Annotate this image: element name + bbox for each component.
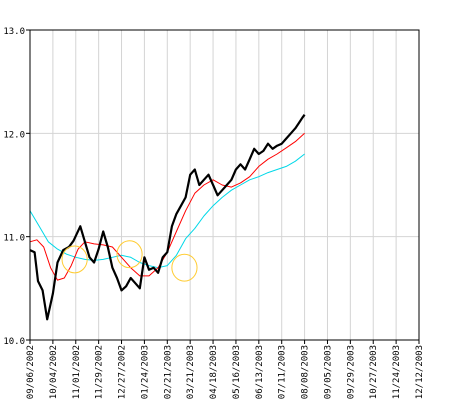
x-tick-label: 02/21/2003 <box>163 345 173 399</box>
x-tick-label: 12/27/2002 <box>118 345 128 399</box>
x-tick-label: 07/11/2003 <box>278 345 288 399</box>
x-axis: 09/06/2002 10/04/2002 11/01/2002 11/29/2002… <box>26 340 425 399</box>
series-line-2 <box>29 132 305 281</box>
series-line-3 <box>29 153 305 269</box>
y-axis: 10.0 11.0 12.0 13.0 <box>3 27 30 347</box>
x-tick-label: 12/12/2003 <box>415 345 425 399</box>
chart-grid <box>29 30 420 340</box>
x-tick-label: 11/29/2002 <box>95 345 105 399</box>
x-tick-label: 10/04/2002 <box>49 345 59 399</box>
x-tick-label: 01/24/2003 <box>140 345 150 399</box>
x-tick-label: 11/01/2002 <box>72 345 82 399</box>
x-tick-label: 05/16/2003 <box>232 345 242 399</box>
x-tick-label: 08/08/2003 <box>301 345 311 399</box>
x-tick-label: 06/13/2003 <box>255 345 265 399</box>
highlight-ellipse <box>116 240 143 269</box>
x-tick-label: 03/21/2003 <box>186 345 196 399</box>
y-tick-label: 12.0 <box>3 130 25 140</box>
x-tick-label: 04/18/2003 <box>209 345 219 399</box>
x-tick-label: 09/06/2002 <box>26 345 36 399</box>
chart-series <box>29 114 306 321</box>
series-line-1 <box>29 114 306 321</box>
chart-annotations <box>61 240 198 282</box>
highlight-ellipse <box>61 245 88 274</box>
y-tick-label: 10.0 <box>3 337 25 347</box>
y-tick-label: 11.0 <box>3 234 25 244</box>
x-tick-label: 09/05/2003 <box>323 345 333 399</box>
plot-frame <box>29 29 420 341</box>
highlight-ellipse <box>171 253 198 282</box>
y-tick-label: 13.0 <box>3 27 25 37</box>
x-tick-label: 09/29/2003 <box>346 345 356 399</box>
x-tick-label: 11/24/2003 <box>392 345 402 399</box>
x-tick-label: 10/27/2003 <box>369 345 379 399</box>
